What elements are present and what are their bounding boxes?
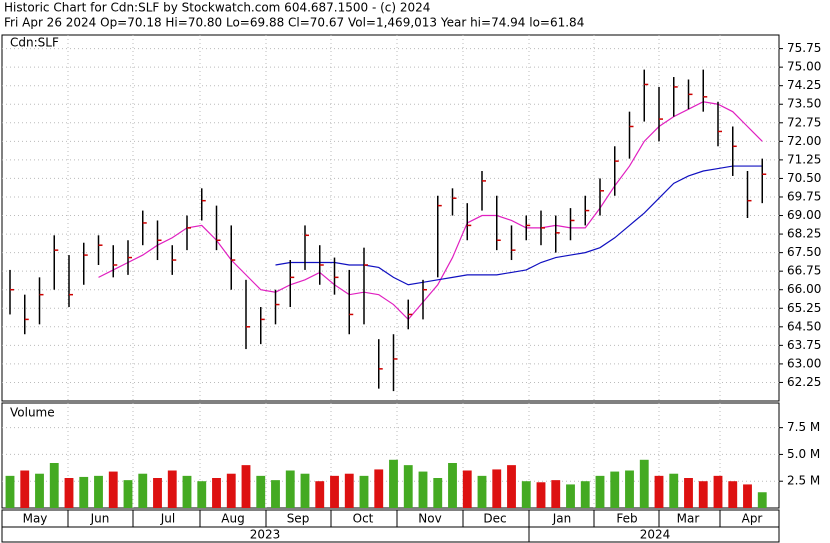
moving-average — [98, 101, 763, 321]
volume-bar — [49, 463, 59, 508]
volume-bar — [566, 484, 575, 508]
y-tick-label: 69.00 — [787, 208, 821, 222]
y-tick-label: 66.00 — [787, 282, 821, 296]
symbol-label: Cdn:SLF — [10, 36, 59, 50]
y-tick-label: 69.75 — [787, 189, 821, 203]
volume-bar — [462, 470, 472, 508]
y-tick-label: 67.50 — [787, 245, 821, 259]
volume-label: Volume — [10, 406, 55, 420]
volume-bar — [226, 473, 236, 508]
x-tick-label: Oct — [353, 512, 374, 526]
y-tick-label: 68.25 — [787, 227, 821, 241]
y-tick-label: 73.50 — [787, 97, 821, 111]
vol-tick-label: 7.5 M — [787, 420, 820, 434]
y-tick-label: 66.75 — [787, 264, 821, 278]
volume-bar — [728, 481, 738, 508]
volume-bar — [639, 459, 649, 508]
year-label: 2023 — [250, 528, 281, 542]
x-tick-label: Jun — [90, 512, 110, 526]
chart-title: Historic Chart for Cdn:SLF by Stockwatch… — [4, 1, 430, 15]
volume-bar — [241, 465, 251, 508]
volume-bar — [315, 481, 325, 508]
volume-bar — [492, 469, 502, 508]
volume-bar — [625, 470, 634, 508]
volume-bar — [610, 471, 620, 508]
volume-bar — [285, 470, 295, 508]
volume-bar — [5, 475, 15, 508]
y-tick-label: 72.75 — [787, 115, 821, 129]
volume-bar — [477, 475, 487, 508]
x-tick-label: Jan — [552, 512, 572, 526]
volume-bar — [330, 475, 339, 508]
volume-bar — [79, 476, 89, 508]
x-tick-label: Jul — [160, 512, 175, 526]
vol-tick-label: 5.0 M — [787, 447, 820, 461]
volume-bar — [212, 478, 221, 508]
x-tick-label: Dec — [483, 512, 506, 526]
volume-bar — [35, 473, 44, 508]
x-tick-label: Mar — [677, 512, 700, 526]
y-tick-label: 64.50 — [787, 319, 821, 333]
volume-bar — [344, 473, 354, 508]
y-tick-label: 75.75 — [787, 41, 821, 55]
volume-bar — [507, 465, 516, 508]
volume-bar — [64, 478, 74, 508]
volume-bar — [108, 471, 118, 508]
x-tick-label: Aug — [221, 512, 244, 526]
y-tick-label: 63.00 — [787, 356, 821, 370]
x-tick-label: Sep — [287, 512, 310, 526]
volume-bar — [743, 484, 752, 508]
volume-bar — [595, 475, 605, 508]
volume-bar — [403, 465, 413, 508]
volume-bar — [389, 459, 398, 508]
x-tick-label: Apr — [742, 512, 763, 526]
volume-bar — [94, 475, 103, 508]
volume-bar — [433, 478, 443, 508]
volume-bar — [123, 480, 133, 508]
price-panel — [1, 34, 780, 402]
volume-bar — [20, 470, 30, 508]
volume-bar — [271, 480, 280, 508]
vol-tick-label: 2.5 M — [787, 474, 820, 488]
x-tick-label: Feb — [616, 512, 637, 526]
x-tick-label: May — [23, 512, 48, 526]
chart-subtitle: Fri Apr 26 2024 Op=70.18 Hi=70.80 Lo=69.… — [4, 16, 584, 30]
y-tick-label: 74.25 — [787, 78, 821, 92]
date-axis — [1, 509, 780, 543]
volume-bar — [669, 473, 679, 508]
volume-bar — [359, 475, 369, 508]
volume-bar — [167, 470, 177, 508]
volume-bar — [182, 475, 192, 508]
volume-bar — [153, 478, 162, 508]
volume-bar — [654, 475, 664, 508]
y-tick-label: 62.25 — [787, 375, 821, 389]
volume-bar — [521, 481, 531, 508]
volume-bar — [374, 469, 384, 508]
volume-bar — [713, 475, 723, 508]
volume-bar — [580, 481, 590, 508]
volume-bar — [300, 473, 310, 508]
y-tick-label: 65.25 — [787, 301, 821, 315]
volume-bar — [418, 471, 428, 508]
volume-bar — [536, 482, 546, 508]
volume-bar — [551, 480, 561, 508]
volume-bar — [698, 481, 708, 508]
x-tick-label: Nov — [418, 512, 441, 526]
y-tick-label: 71.25 — [787, 152, 821, 166]
volume-bar — [448, 463, 457, 508]
y-tick-label: 72.00 — [787, 134, 821, 148]
volume-bar — [684, 478, 693, 508]
year-label: 2024 — [640, 528, 671, 542]
volume-bar — [256, 475, 266, 508]
volume-bar — [757, 492, 767, 508]
y-tick-label: 75.00 — [787, 60, 821, 74]
y-tick-label: 63.75 — [787, 338, 821, 352]
volume-bar — [197, 481, 207, 508]
moving-average — [275, 165, 763, 286]
y-tick-label: 70.50 — [787, 171, 821, 185]
volume-bar — [138, 473, 148, 508]
